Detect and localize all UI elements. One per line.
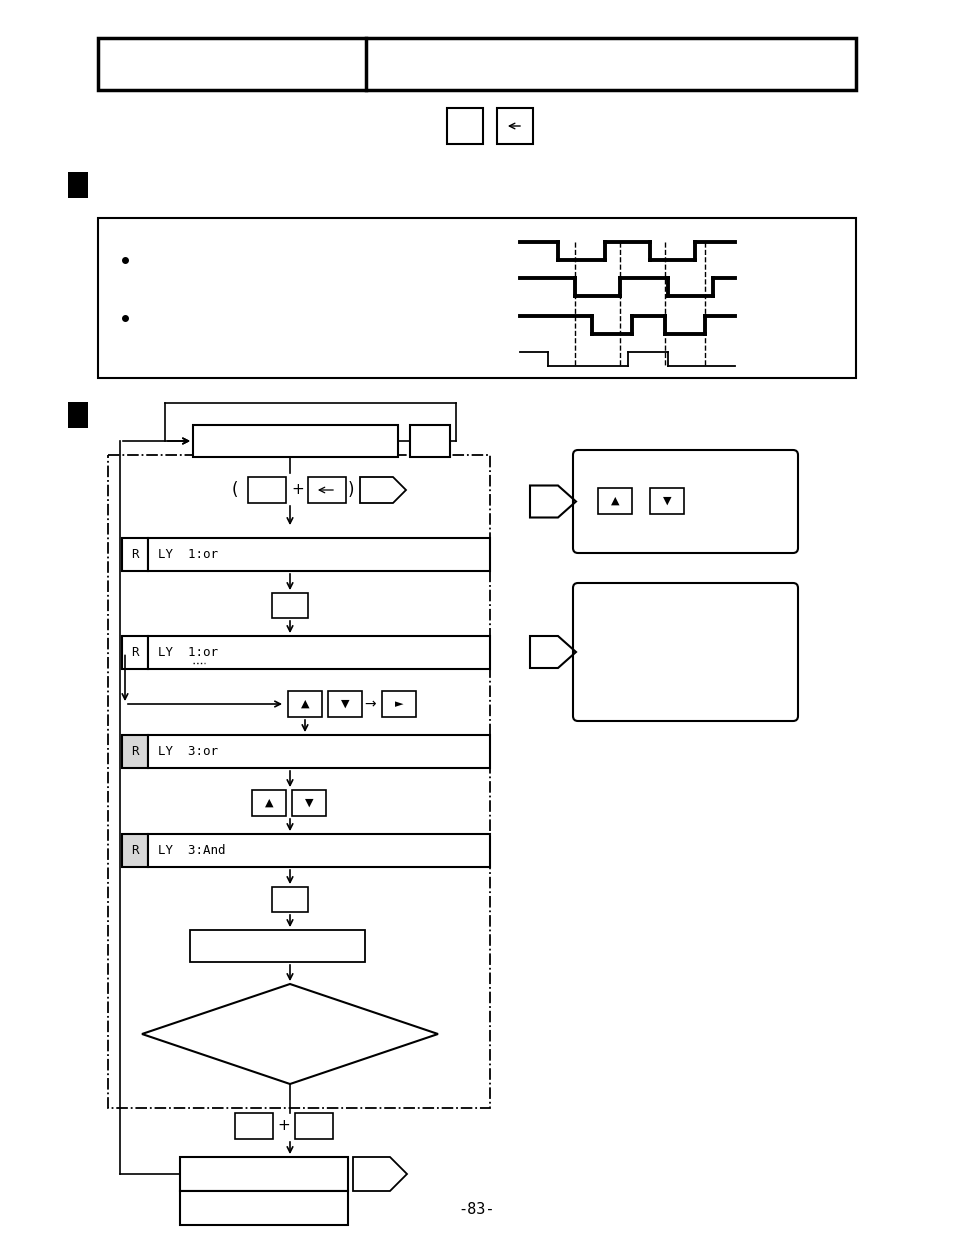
Bar xyxy=(190,930,365,962)
Text: ▼: ▼ xyxy=(662,495,671,505)
Text: R: R xyxy=(132,745,138,758)
FancyBboxPatch shape xyxy=(573,583,797,721)
Bar xyxy=(148,834,490,867)
Bar xyxy=(122,636,148,669)
Text: -83-: -83- xyxy=(458,1203,495,1218)
Text: R: R xyxy=(132,844,138,857)
Bar xyxy=(272,887,308,911)
Text: ▼: ▼ xyxy=(340,699,349,709)
Polygon shape xyxy=(68,172,88,198)
Bar xyxy=(598,488,631,514)
Bar xyxy=(447,107,482,144)
Bar xyxy=(649,488,683,514)
Bar xyxy=(148,636,490,669)
Text: LY  3:or: LY 3:or xyxy=(158,745,218,758)
Bar xyxy=(252,790,286,816)
Text: ▲: ▲ xyxy=(265,798,273,808)
Bar xyxy=(148,735,490,768)
Bar xyxy=(288,692,322,718)
Text: LY  1:or: LY 1:or xyxy=(158,646,218,659)
Bar xyxy=(410,425,450,457)
Bar xyxy=(122,538,148,571)
Text: ▲: ▲ xyxy=(300,699,309,709)
Bar xyxy=(180,1157,348,1191)
Polygon shape xyxy=(68,403,88,429)
Text: ): ) xyxy=(348,480,355,499)
Bar xyxy=(122,834,148,867)
Text: LY  1:or: LY 1:or xyxy=(158,548,218,561)
Bar xyxy=(122,735,148,768)
Bar xyxy=(497,107,533,144)
Bar xyxy=(148,538,490,571)
Bar xyxy=(328,692,361,718)
Text: R: R xyxy=(132,646,138,659)
Bar xyxy=(108,454,490,1108)
Text: →: → xyxy=(364,697,375,711)
Text: LY  3:And: LY 3:And xyxy=(158,844,225,857)
Text: ►: ► xyxy=(395,699,403,709)
Bar xyxy=(248,477,286,503)
Bar xyxy=(180,1191,348,1225)
Bar xyxy=(272,593,308,618)
Bar xyxy=(292,790,326,816)
FancyBboxPatch shape xyxy=(573,450,797,553)
Bar xyxy=(193,425,397,457)
Text: R: R xyxy=(132,548,138,561)
Bar xyxy=(381,692,416,718)
Text: (: ( xyxy=(232,480,238,499)
Text: +: + xyxy=(292,483,304,498)
Text: ▼: ▼ xyxy=(304,798,313,808)
Bar xyxy=(308,477,346,503)
Bar xyxy=(234,1113,273,1139)
Text: +: + xyxy=(277,1119,290,1134)
Bar xyxy=(98,219,855,378)
Text: ▲: ▲ xyxy=(610,495,618,505)
Bar xyxy=(294,1113,333,1139)
Bar xyxy=(98,38,855,90)
